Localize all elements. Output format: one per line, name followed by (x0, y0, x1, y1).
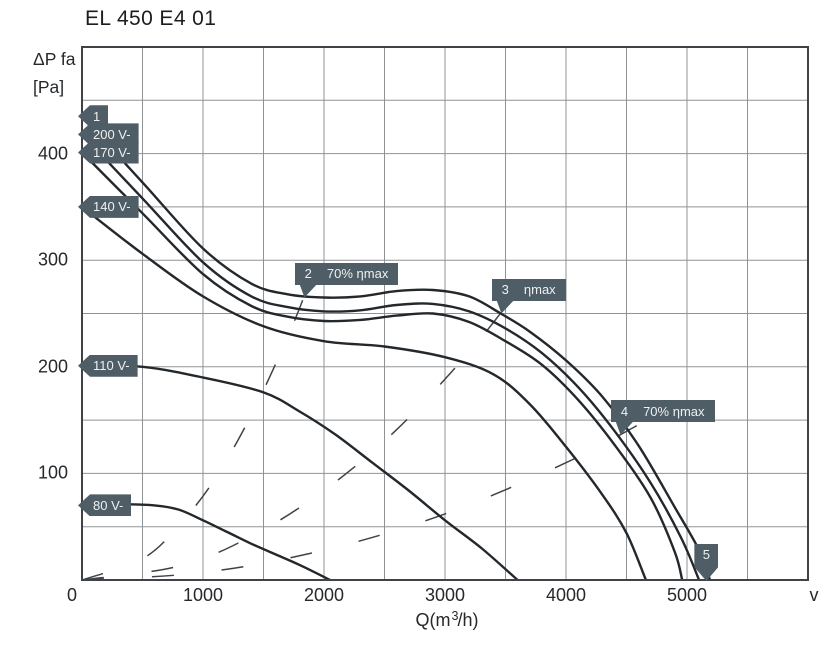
tag-label: 110 V- (93, 358, 130, 374)
tag-number: 3 (501, 282, 509, 297)
tag-80v: 80 V- (78, 494, 132, 517)
tag-point-4: 4 70% ηmax (610, 400, 715, 436)
tag-point-3: 3 ηmax (491, 278, 566, 314)
tag-label: 70% ηmax (643, 403, 705, 419)
x-axis-label-post: /h) (457, 610, 479, 630)
tag-number: 4 (620, 403, 629, 419)
tag-label: ηmax (523, 282, 556, 297)
tag-label: 1 (93, 108, 101, 124)
efficiency-line-eff70left (81, 275, 313, 581)
tag-point-1: 1 (78, 105, 109, 128)
x-tick-label: 5000 (666, 585, 708, 605)
tag-label: 70% ηmax (326, 266, 389, 281)
x-axis-end-label: v (809, 585, 819, 605)
tag-200v: 200 V- (78, 123, 139, 146)
tag-point-2: 2 70% ηmax (294, 262, 399, 298)
fan-curve140v (81, 205, 648, 581)
x-axis-label-pre: Q(m (415, 610, 451, 630)
y-tick-label: 200 (37, 356, 68, 377)
grid (81, 46, 809, 581)
y-axis-label: ΔP fa [Pa] (33, 45, 76, 101)
efficiency-line-eff70right (81, 417, 652, 581)
tag-140v: 140 V- (78, 195, 139, 218)
x-axis-label-sup: 3 (451, 609, 459, 623)
fan-curve1 (81, 115, 712, 581)
plot-border (81, 46, 809, 581)
fan-curve170v (81, 151, 684, 581)
x-tick-label: 1000 (182, 585, 224, 605)
tag-label: 170 V- (93, 145, 131, 161)
tag-170v: 170 V- (78, 141, 139, 164)
y-axis-label-line2: [Pa] (33, 77, 65, 97)
chart-title: EL 450 E4 01 (85, 7, 217, 30)
y-tick-label: 400 (37, 143, 68, 164)
fan-curve200v (81, 133, 701, 581)
tag-label: 140 V- (93, 199, 131, 215)
fan-curve80v (81, 503, 332, 581)
y-tick-label: 300 (37, 249, 68, 270)
x-axis-label: Q(m3/h) (416, 608, 479, 631)
x-tick-label: 4000 (545, 585, 587, 605)
tag-number: 5 (702, 547, 710, 562)
x-tick-label: 2000 (303, 585, 345, 605)
x-tick-label: 3000 (424, 585, 466, 605)
fan-curve110v (81, 364, 519, 581)
efficiency-line-effmax (81, 290, 519, 581)
y-tick-label: 100 (37, 462, 68, 483)
tag-label: 200 V- (93, 126, 131, 142)
tag-label: 80 V- (93, 497, 124, 513)
y-axis-label-line1: ΔP fa (33, 49, 76, 69)
tag-number: 2 (304, 266, 312, 281)
x-tick-label: 0 (66, 585, 78, 605)
tag-110v: 110 V- (78, 354, 138, 377)
